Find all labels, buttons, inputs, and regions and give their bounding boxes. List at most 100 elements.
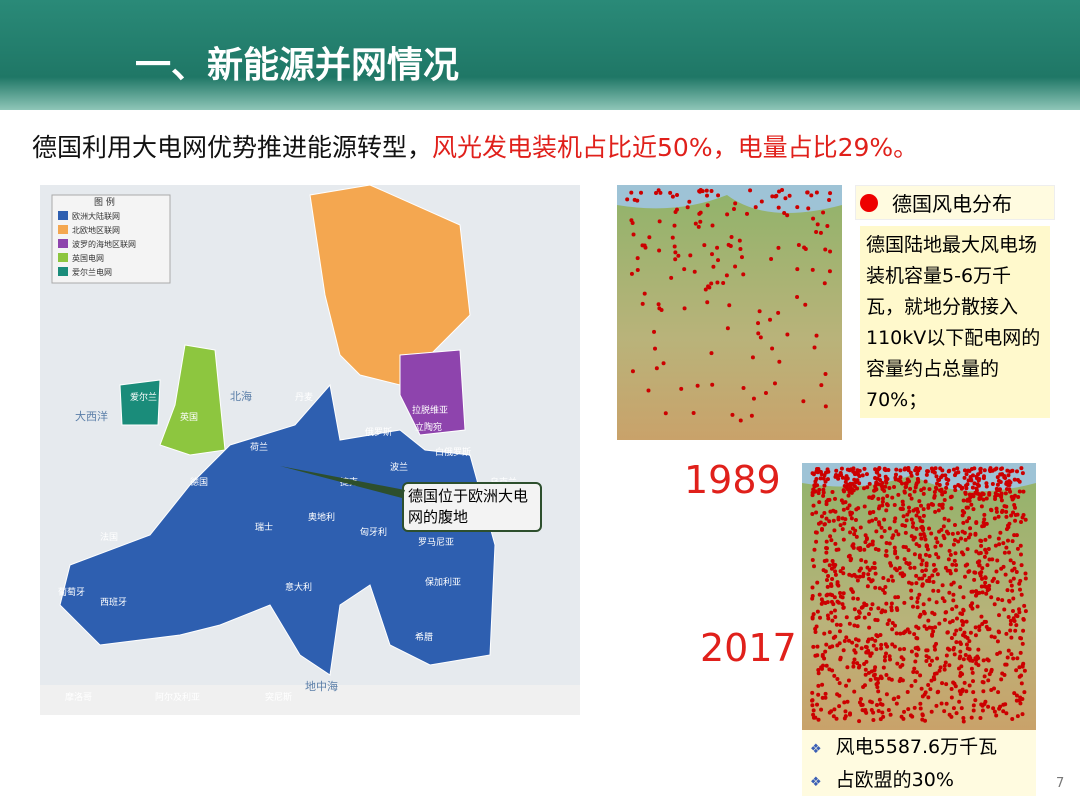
wind-farm-dot [985, 588, 990, 593]
wind-farm-dot [914, 513, 919, 518]
wind-farm-dot [663, 411, 668, 416]
wind-farm-dot [1003, 572, 1008, 577]
wind-farm-dot [863, 667, 868, 672]
wind-farm-dot [883, 484, 888, 489]
wind-farm-dot [1008, 579, 1013, 584]
wind-farm-dot [819, 666, 824, 671]
wind-farm-dot [996, 690, 1001, 695]
wind-farm-dot [930, 610, 935, 615]
wind-farm-dot [929, 531, 934, 536]
wind-farm-dot [830, 577, 835, 582]
wind-farm-dot [932, 489, 937, 494]
wind-farm-dot [1022, 690, 1027, 695]
wind-farm-dot [929, 658, 934, 663]
wind-farm-dot [825, 600, 830, 605]
wind-farm-dot [912, 565, 917, 570]
wind-farm-dot [757, 309, 762, 314]
header-band [0, 0, 1080, 110]
wind-farm-dot [839, 466, 844, 471]
wind-farm-dot [857, 481, 862, 486]
map-label: 葡萄牙 [58, 586, 85, 598]
wind-farm-dot [925, 648, 930, 653]
wind-farm-dot [974, 549, 979, 554]
wind-farm-dot [832, 528, 837, 533]
wind-farm-dot [874, 703, 879, 708]
wind-farm-dot [1009, 652, 1014, 657]
wind-farm-dot [944, 682, 949, 687]
wind-farm-dot [961, 607, 966, 612]
wind-farm-dot [977, 590, 982, 595]
map-label: 德国 [190, 476, 208, 488]
wind-farm-dot [827, 667, 832, 672]
wind-farm-dot [936, 588, 941, 593]
wind-farm-dot [863, 559, 868, 564]
wind-farm-dot [938, 665, 943, 670]
wind-farm-dot [994, 509, 999, 514]
wind-farm-dot [1012, 533, 1017, 538]
wind-farm-dot [731, 206, 736, 211]
wind-farm-dot [965, 505, 970, 510]
wind-farm-dot [964, 642, 969, 647]
wind-farm-dot [1013, 518, 1018, 523]
wind-farm-dot [670, 235, 675, 240]
wind-farm-dot [835, 677, 840, 682]
wind-farm-dot [980, 524, 985, 529]
wind-farm-dot [869, 579, 874, 584]
wind-farm-dot [884, 672, 889, 677]
wind-farm-dot [857, 700, 862, 705]
wind-farm-dot [1018, 636, 1023, 641]
wind-farm-dot [878, 478, 883, 483]
wind-farm-dot [958, 611, 963, 616]
wind-farm-dot [824, 577, 829, 582]
wind-farm-dot [827, 630, 832, 635]
wind-farm-dot [1014, 668, 1019, 673]
wind-farm-dot [688, 253, 693, 258]
wind-farm-dot [876, 506, 881, 511]
wind-farm-dot [894, 701, 899, 706]
wind-farm-dot [843, 480, 848, 485]
wind-farm-dot [944, 653, 949, 658]
map-label: 丹麦 [295, 391, 313, 403]
wind-farm-dot [931, 562, 936, 567]
wind-farm-dot [950, 619, 955, 624]
wind-farm-dot [974, 593, 979, 598]
wind-farm-dot [1000, 598, 1005, 603]
wind-farm-dot [861, 571, 866, 576]
wind-farm-dot [1012, 477, 1017, 482]
wind-farm-dot [816, 667, 821, 672]
wind-farm-dot [984, 550, 989, 555]
wind-farm-dot [882, 467, 887, 472]
wind-farm-dot [1004, 480, 1009, 485]
wind-farm-dot [963, 537, 968, 542]
wind-farm-dot [939, 489, 944, 494]
wind-farm-dot [811, 712, 816, 717]
wind-farm-dot [908, 565, 913, 570]
wind-farm-dot [834, 472, 839, 477]
wind-farm-dot [937, 478, 942, 483]
wind-farm-dot [996, 536, 1001, 541]
wind-farm-dot [803, 302, 808, 307]
wind-farm-dot [993, 497, 998, 502]
wind-farm-dot [963, 653, 968, 658]
wind-farm-dot [884, 508, 889, 513]
wind-farm-dot [721, 280, 726, 285]
map-legend-label: 欧洲大陆联网 [72, 211, 120, 221]
wind-farm-dot [915, 605, 920, 610]
wind-farm-dot [1016, 494, 1021, 499]
wind-farm-dot [1011, 596, 1016, 601]
wind-farm-dot [981, 474, 986, 479]
wind-farm-dot [811, 708, 816, 713]
wind-farm-dot [966, 656, 971, 661]
wind-farm-dot [958, 673, 963, 678]
wind-farm-dot [987, 534, 992, 539]
map-label: 意大利 [285, 581, 312, 593]
wind-farm-dot [873, 517, 878, 522]
wind-farm-dot [873, 665, 878, 670]
wind-farm-dot [962, 468, 967, 473]
wind-farm-dot [958, 640, 963, 645]
wind-farm-dot [835, 582, 840, 587]
wind-farm-dot [750, 355, 755, 360]
wind-farm-dot [1010, 716, 1015, 721]
wind-farm-dot [813, 653, 818, 658]
wind-farm-dot [969, 502, 974, 507]
